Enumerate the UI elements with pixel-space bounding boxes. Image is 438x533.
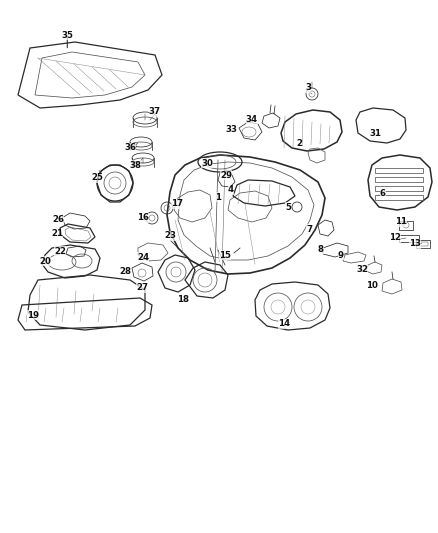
- Text: 18: 18: [177, 295, 189, 304]
- Text: 38: 38: [129, 160, 141, 169]
- Text: 29: 29: [220, 171, 232, 180]
- Text: 9: 9: [338, 251, 344, 260]
- Bar: [375, 177, 423, 182]
- Text: 10: 10: [366, 280, 378, 289]
- Bar: [399, 221, 413, 230]
- Text: 22: 22: [54, 246, 66, 255]
- Bar: [418, 242, 428, 246]
- Text: 6: 6: [380, 189, 386, 198]
- Text: 15: 15: [219, 251, 231, 260]
- Text: 20: 20: [39, 256, 51, 265]
- Text: 30: 30: [201, 158, 213, 167]
- Bar: [399, 235, 419, 242]
- Text: 3: 3: [305, 84, 311, 93]
- Text: 31: 31: [369, 128, 381, 138]
- Text: 24: 24: [137, 253, 149, 262]
- Text: 4: 4: [228, 185, 234, 195]
- Text: 2: 2: [296, 139, 302, 148]
- Text: 11: 11: [395, 217, 407, 227]
- Text: 23: 23: [164, 231, 176, 240]
- Text: 19: 19: [27, 311, 39, 319]
- Text: 32: 32: [356, 265, 368, 274]
- Text: 1: 1: [215, 192, 221, 201]
- Text: 5: 5: [285, 203, 291, 212]
- Text: 16: 16: [137, 214, 149, 222]
- Text: 28: 28: [119, 268, 131, 277]
- Text: 8: 8: [318, 245, 324, 254]
- Text: 21: 21: [51, 230, 63, 238]
- Text: 26: 26: [52, 215, 64, 224]
- Text: 14: 14: [278, 319, 290, 328]
- Text: 7: 7: [306, 224, 312, 233]
- Text: 27: 27: [136, 284, 148, 293]
- Bar: [416, 240, 430, 248]
- Text: 36: 36: [124, 143, 136, 152]
- Text: 35: 35: [61, 30, 73, 39]
- Bar: [375, 186, 423, 191]
- Text: 37: 37: [149, 108, 161, 117]
- Text: 25: 25: [91, 174, 103, 182]
- Text: 17: 17: [171, 199, 183, 208]
- Text: 13: 13: [409, 239, 421, 248]
- Text: 34: 34: [246, 116, 258, 125]
- Bar: [375, 168, 423, 173]
- Text: 33: 33: [225, 125, 237, 134]
- Bar: [375, 195, 423, 200]
- Text: 12: 12: [389, 233, 401, 243]
